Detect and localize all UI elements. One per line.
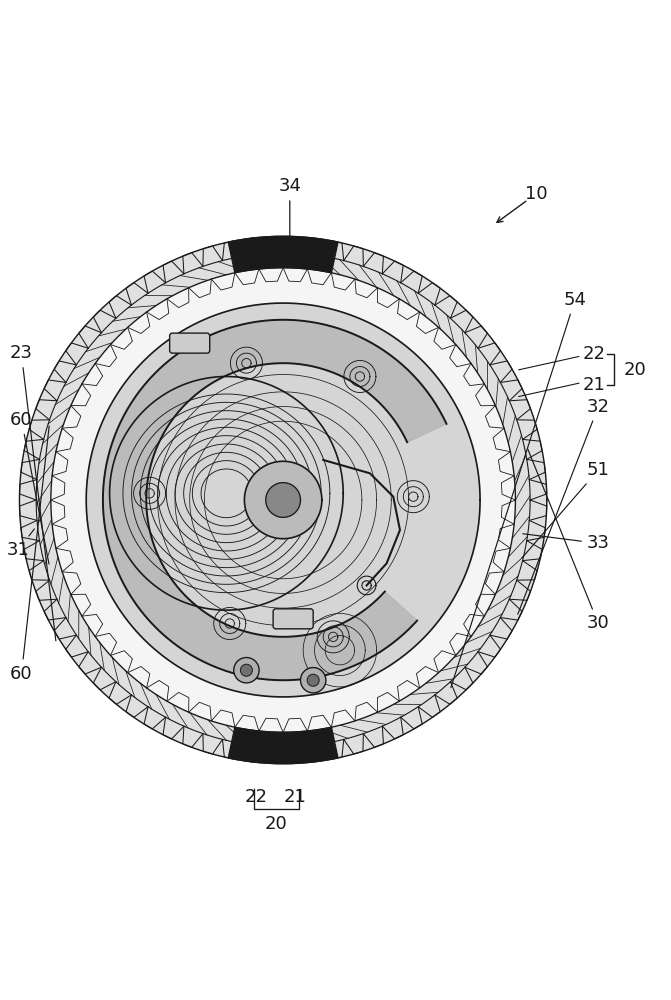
Text: 34: 34 <box>278 177 301 237</box>
Polygon shape <box>228 727 338 764</box>
Text: 20: 20 <box>265 815 288 833</box>
Text: 21: 21 <box>284 788 307 806</box>
Text: 20: 20 <box>623 361 646 379</box>
Text: 31: 31 <box>7 529 34 559</box>
Polygon shape <box>244 461 322 539</box>
Polygon shape <box>86 303 480 697</box>
Circle shape <box>234 658 259 683</box>
Text: 22: 22 <box>582 345 605 363</box>
FancyBboxPatch shape <box>170 333 210 353</box>
Circle shape <box>301 668 326 693</box>
Polygon shape <box>103 320 446 680</box>
Polygon shape <box>19 236 547 764</box>
Text: 60: 60 <box>10 426 49 683</box>
Text: 10: 10 <box>525 185 548 203</box>
Text: 21: 21 <box>582 376 605 394</box>
Polygon shape <box>228 236 338 273</box>
Circle shape <box>240 664 252 676</box>
Text: 60: 60 <box>10 411 49 564</box>
Text: 51: 51 <box>522 461 610 558</box>
Polygon shape <box>266 483 301 517</box>
Text: 54: 54 <box>451 291 586 688</box>
Text: 32: 32 <box>518 398 610 614</box>
Text: 30: 30 <box>528 449 610 632</box>
FancyBboxPatch shape <box>273 609 313 629</box>
Text: 22: 22 <box>245 788 268 806</box>
Text: 23: 23 <box>10 344 56 641</box>
Polygon shape <box>51 268 515 732</box>
Circle shape <box>307 674 319 686</box>
Text: 33: 33 <box>523 534 610 552</box>
